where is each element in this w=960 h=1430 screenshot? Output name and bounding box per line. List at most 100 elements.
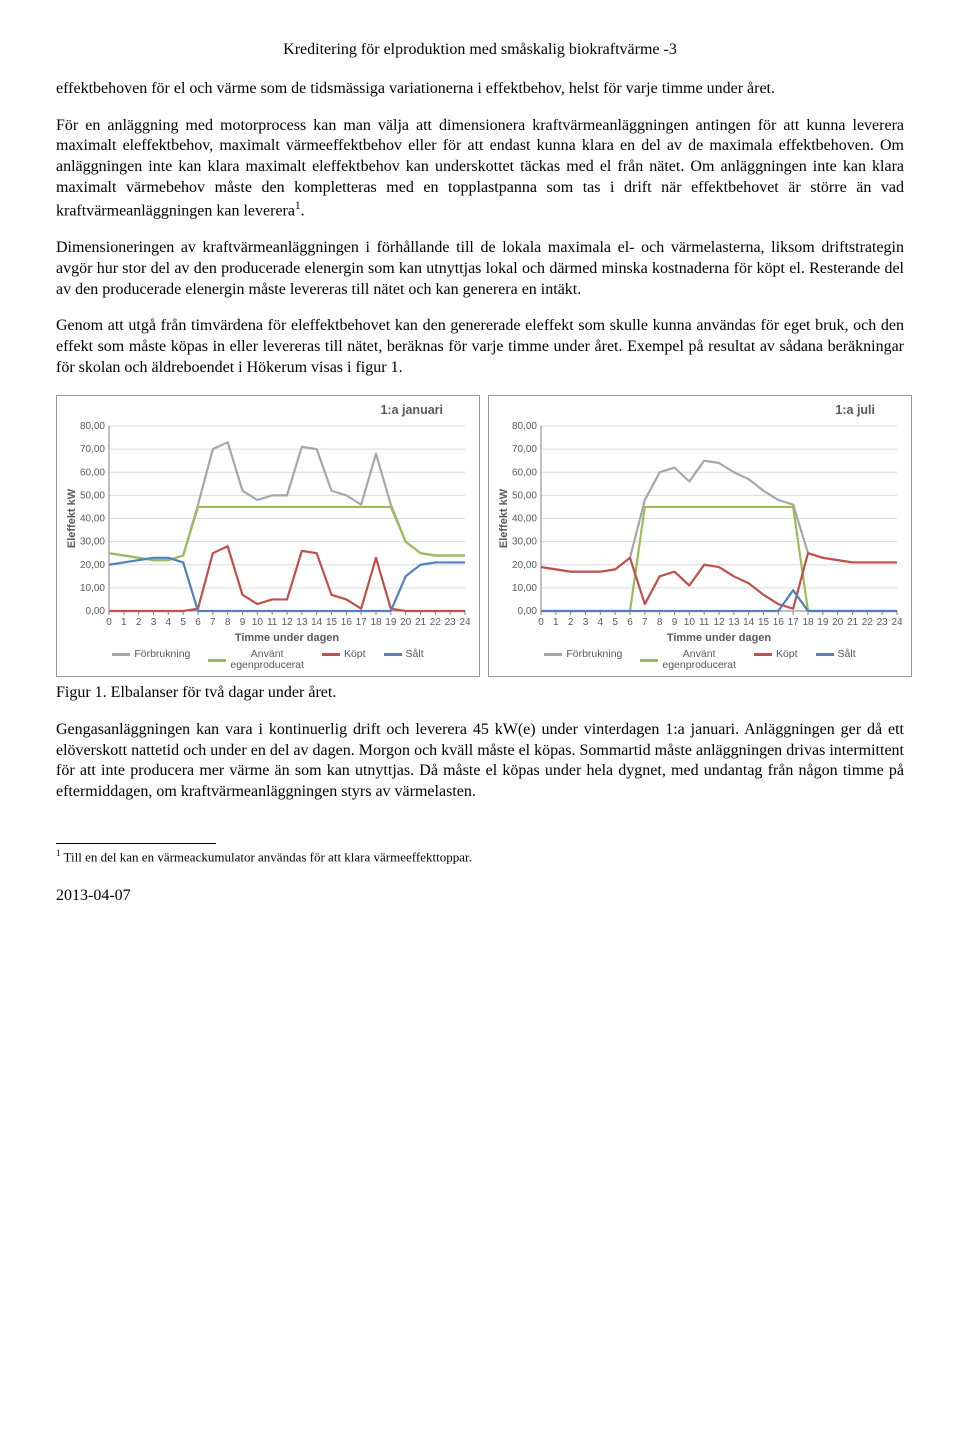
svg-text:18: 18 (802, 617, 814, 628)
svg-text:22: 22 (430, 617, 442, 628)
svg-text:23: 23 (445, 617, 457, 628)
legend-label: Köpt (344, 649, 366, 661)
paragraph-5: Gengasanläggningen kan vara i kontinuerl… (56, 720, 904, 803)
svg-text:Timme under dagen: Timme under dagen (667, 632, 772, 644)
svg-text:0,00: 0,00 (518, 606, 538, 617)
chart-right-legend: Förbrukning Använtegenproducerat Köpt Sålt (495, 649, 905, 672)
svg-text:20,00: 20,00 (80, 560, 105, 571)
footnote-1-text: Till en del kan en värmeackumulator anvä… (61, 849, 472, 864)
svg-text:2: 2 (568, 617, 574, 628)
legend-label: Förbrukning (566, 649, 622, 661)
svg-text:19: 19 (385, 617, 397, 628)
chart-right-svg: 0,0010,0020,0030,0040,0050,0060,0070,008… (495, 420, 905, 645)
svg-text:1: 1 (553, 617, 559, 628)
svg-text:30,00: 30,00 (80, 537, 105, 548)
svg-text:24: 24 (459, 617, 471, 628)
chart-right-title: 1:a juli (495, 402, 905, 418)
svg-text:70,00: 70,00 (80, 444, 105, 455)
svg-text:5: 5 (180, 617, 186, 628)
svg-text:14: 14 (743, 617, 755, 628)
svg-text:6: 6 (627, 617, 633, 628)
svg-text:11: 11 (267, 617, 278, 628)
legend-label: Köpt (776, 649, 798, 661)
svg-text:80,00: 80,00 (512, 421, 537, 432)
svg-text:23: 23 (877, 617, 889, 628)
svg-text:40,00: 40,00 (80, 513, 105, 524)
svg-text:15: 15 (326, 617, 338, 628)
legend-item-forbrukning: Förbrukning (112, 649, 190, 661)
legend-label: Sålt (838, 649, 856, 661)
svg-text:5: 5 (612, 617, 618, 628)
legend-label: Sålt (406, 649, 424, 661)
chart-left-title: 1:a januari (63, 402, 473, 418)
svg-text:3: 3 (151, 617, 157, 628)
figure-1-caption: Figur 1. Elbalanser för två dagar under … (56, 683, 904, 704)
svg-text:4: 4 (166, 617, 172, 628)
svg-text:11: 11 (699, 617, 710, 628)
chart-left-legend: Förbrukning Använtegenproducerat Köpt Sålt (63, 649, 473, 672)
svg-text:1: 1 (121, 617, 127, 628)
svg-text:12: 12 (713, 617, 725, 628)
svg-text:21: 21 (847, 617, 859, 628)
svg-text:14: 14 (311, 617, 323, 628)
svg-text:24: 24 (891, 617, 903, 628)
svg-text:17: 17 (356, 617, 368, 628)
svg-text:10,00: 10,00 (512, 583, 537, 594)
svg-text:20,00: 20,00 (512, 560, 537, 571)
footnote-1: 1 Till en del kan en värmeackumulator an… (56, 848, 904, 866)
legend-label: Använtegenproducerat (662, 649, 736, 672)
svg-text:17: 17 (788, 617, 800, 628)
svg-text:70,00: 70,00 (512, 444, 537, 455)
legend-label: Förbrukning (134, 649, 190, 661)
svg-text:9: 9 (672, 617, 678, 628)
svg-text:8: 8 (657, 617, 663, 628)
svg-text:80,00: 80,00 (80, 421, 105, 432)
svg-text:0,00: 0,00 (86, 606, 106, 617)
svg-text:40,00: 40,00 (512, 513, 537, 524)
paragraph-4: Genom att utgå från timvärdena för eleff… (56, 316, 904, 378)
svg-text:8: 8 (225, 617, 231, 628)
legend-item-anvant: Använtegenproducerat (640, 649, 736, 672)
svg-text:0: 0 (538, 617, 544, 628)
legend-swatch (816, 653, 834, 656)
figure-1: 1:a januari 0,0010,0020,0030,0040,0050,0… (56, 395, 904, 677)
chart-left-svg: 0,00 10,00 20,00 30,00 40,00 50,00 60,00 70,00 8… (63, 420, 473, 645)
legend-swatch (384, 653, 402, 656)
svg-text:3: 3 (583, 617, 589, 628)
paragraph-3: Dimensioneringen av kraftvärmeanläggning… (56, 238, 904, 300)
legend-item-anvant: Använtegenproducerat (208, 649, 304, 672)
svg-text:60,00: 60,00 (80, 467, 105, 478)
svg-text:16: 16 (773, 617, 785, 628)
svg-text:16: 16 (341, 617, 353, 628)
legend-swatch (640, 659, 658, 662)
paragraph-1: effektbehoven för el och värme som de ti… (56, 79, 904, 100)
svg-text:50,00: 50,00 (512, 490, 537, 501)
svg-text:21: 21 (415, 617, 427, 628)
legend-swatch (544, 653, 562, 656)
svg-text:10: 10 (684, 617, 696, 628)
legend-item-forbrukning: Förbrukning (544, 649, 622, 661)
svg-text:20: 20 (832, 617, 844, 628)
svg-text:13: 13 (296, 617, 308, 628)
svg-text:Timme under dagen: Timme under dagen (235, 632, 340, 644)
legend-swatch (322, 653, 340, 656)
svg-text:6: 6 (195, 617, 201, 628)
svg-text:Eleffekt kW: Eleffekt kW (66, 488, 78, 548)
chart-right: 1:a juli 0,0010,0020,0030,0040,0050,0060… (488, 395, 912, 677)
svg-text:7: 7 (210, 617, 216, 628)
svg-text:9: 9 (240, 617, 246, 628)
svg-text:18: 18 (370, 617, 382, 628)
svg-text:50,00: 50,00 (80, 490, 105, 501)
svg-text:15: 15 (758, 617, 770, 628)
page-header: Kreditering för elproduktion med småskal… (56, 40, 904, 61)
document-date: 2013-04-07 (56, 886, 904, 907)
paragraph-2-body: För en anläggning med motorprocess kan m… (56, 117, 904, 220)
legend-swatch (208, 659, 226, 662)
svg-text:12: 12 (281, 617, 293, 628)
svg-text:60,00: 60,00 (512, 467, 537, 478)
legend-swatch (112, 653, 130, 656)
legend-item-salt: Sålt (384, 649, 424, 661)
svg-text:7: 7 (642, 617, 648, 628)
svg-text:10,00: 10,00 (80, 583, 105, 594)
legend-item-kopt: Köpt (322, 649, 366, 661)
